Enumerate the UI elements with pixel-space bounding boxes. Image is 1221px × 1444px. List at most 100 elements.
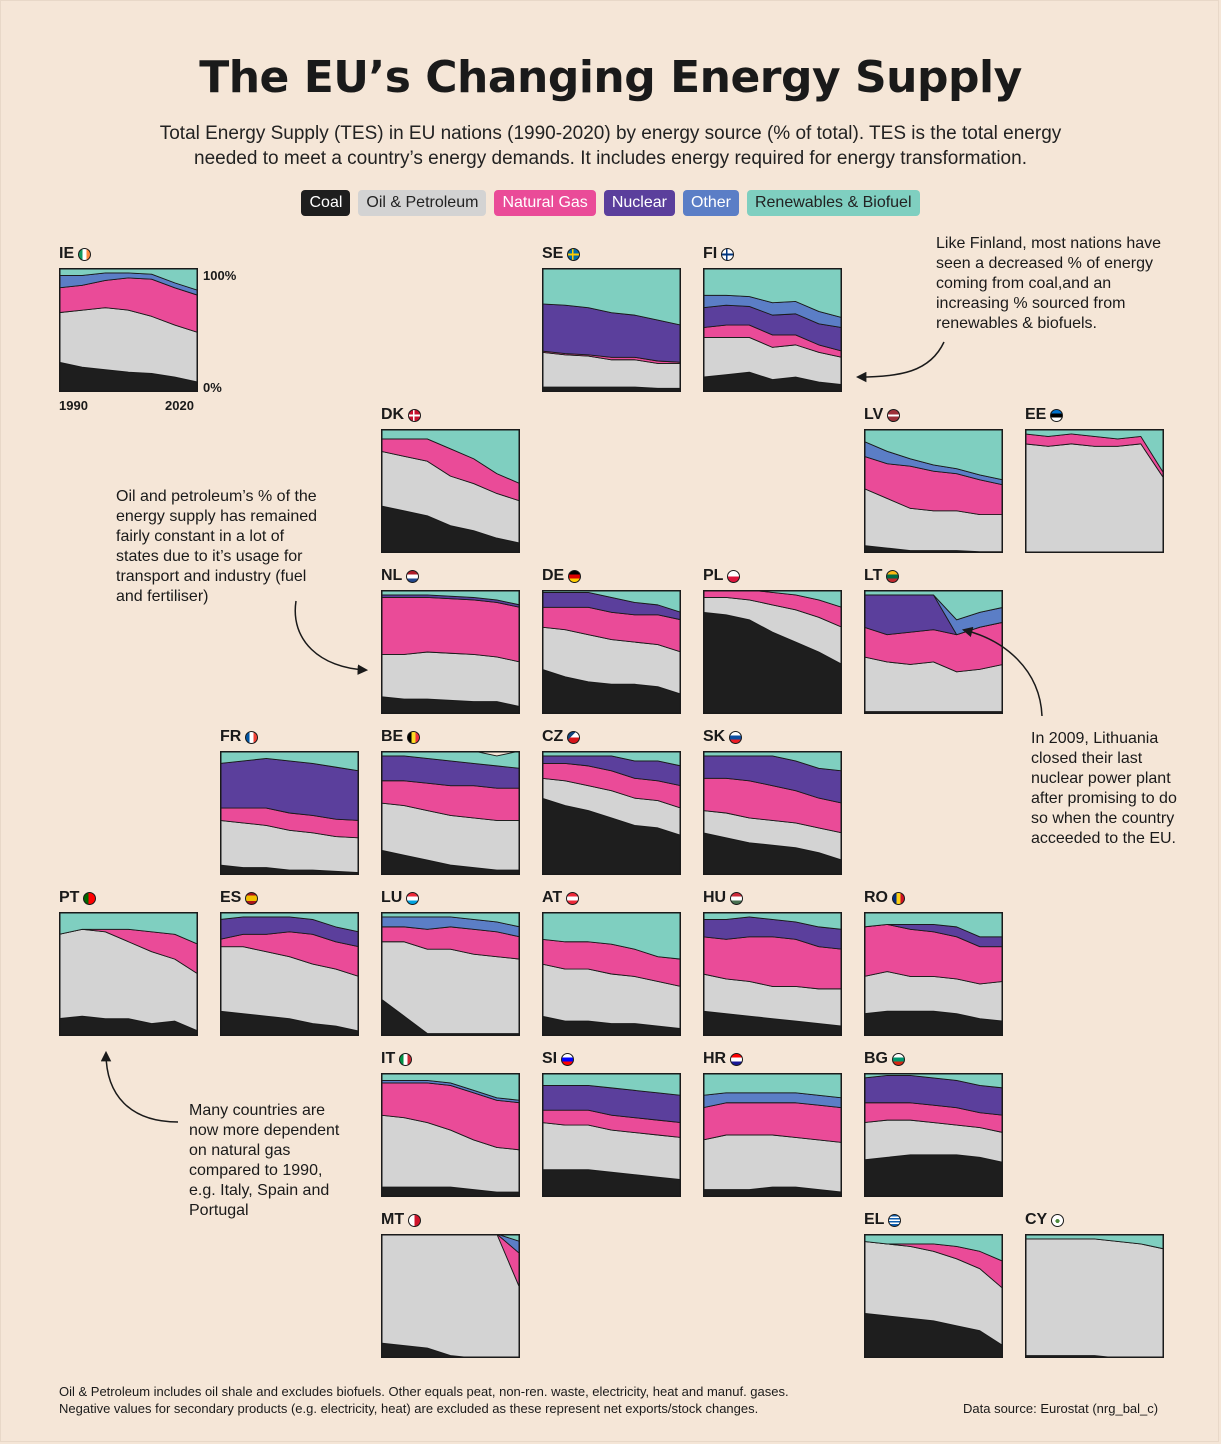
country-label-si: SI [542,1050,575,1068]
fr-flag-icon [245,730,259,744]
area-chart-fr [220,751,359,875]
country-label-hr: HR [703,1050,744,1068]
stacked-area-svg [1025,429,1164,553]
chart-border [381,429,520,553]
country-code: AT [542,889,563,906]
data-source: Data source: Eurostat (nrg_bal_c) [963,1401,1159,1416]
series-renewables-biofuel-area [864,1073,1003,1089]
country-label-hu: HU [703,889,744,907]
arrow-gas [100,1050,179,1123]
country-label-dk: DK [381,406,422,424]
area-chart-es [220,912,359,1036]
stacked-area-svg [381,590,520,714]
stacked-area-svg [381,912,520,1036]
legend-item-natural-gas: Natural Gas [494,190,596,216]
stacked-area-svg [864,1073,1003,1197]
stacked-area-svg [703,751,842,875]
country-code: IT [381,1050,396,1067]
stacked-area-svg [703,1073,842,1197]
bg-flag-icon [892,1052,905,1066]
country-code: FR [220,728,242,745]
series-renewables-biofuel-area [542,590,681,613]
country-code: SK [703,728,726,745]
stacked-area-svg [703,912,842,1036]
stacked-area-svg [864,912,1003,1036]
be-flag-icon [407,730,421,744]
area-chart-de [542,590,681,714]
stacked-area-svg [703,590,842,714]
series-renewables-biofuel-area [864,590,1003,621]
country-label-lu: LU [381,889,420,907]
series-renewables-biofuel-area [1025,1234,1164,1250]
ie-flag-icon [78,247,92,261]
x-axis-start-label: 1990 [59,398,88,413]
country-code: PT [59,889,80,906]
area-chart-be [381,751,520,875]
country-code: IE [59,245,75,262]
area-chart-hu [703,912,842,1036]
country-code: LV [864,406,884,423]
country-code: BE [381,728,404,745]
chart-border [864,429,1003,553]
country-code: DE [542,567,565,584]
country-code: ES [220,889,242,906]
ee-flag-icon [1050,408,1064,422]
country-code: MT [381,1211,405,1228]
country-label-lt: LT [864,567,900,585]
note-oil: Oil and petroleum’s % of the energy supp… [116,488,318,605]
stacked-area-svg [381,1073,520,1197]
country-label-ro: RO [864,889,905,907]
stacked-area-svg [1025,1234,1164,1358]
nl-flag-icon [406,569,420,583]
page-title: The EU’s Changing Energy Supply [199,52,1022,103]
pt-flag-icon [83,891,97,905]
arrow-lithuania [961,626,1043,717]
area-chart-at [542,912,681,1036]
area-chart-it [381,1073,520,1197]
stacked-area-svg [864,429,1003,553]
chart-border [542,1073,681,1197]
area-chart-lt [864,590,1003,714]
country-label-lv: LV [864,406,901,424]
series-renewables-biofuel-area [864,912,1003,938]
chart-border [703,1073,842,1197]
footnote-line-2: Negative values for secondary products (… [59,1401,759,1416]
chart-border [381,1234,520,1358]
country-label-ee: EE [1025,406,1064,424]
country-code: HU [703,889,727,906]
chart-border [381,590,520,714]
area-chart-se [542,268,681,392]
stacked-area-svg [864,590,1003,714]
country-label-bg: BG [864,1050,905,1068]
chart-border [542,590,681,714]
stacked-area-svg [864,1234,1003,1358]
stacked-area-svg [542,268,681,392]
series-renewables-biofuel-area [381,912,520,928]
cy-flag-icon [1051,1213,1065,1227]
series-renewables-biofuel-area [703,268,842,319]
area-chart-lv [864,429,1003,553]
se-flag-icon [567,247,581,261]
area-chart-ie [59,268,198,392]
chart-border [703,751,842,875]
y-axis-top-label: 100% [203,268,237,283]
country-code: NL [381,567,403,584]
country-label-fi: FI [703,245,735,263]
country-code: EL [864,1211,885,1228]
lu-flag-icon [406,891,420,905]
area-chart-cy [1025,1234,1164,1358]
chart-border [864,912,1003,1036]
chart-border [1025,429,1164,553]
stacked-area-svg [220,751,359,875]
chart-border [381,751,520,875]
country-label-pt: PT [59,889,97,907]
country-code: SE [542,245,564,262]
series-renewables-biofuel-area [59,268,198,291]
country-code: HR [703,1050,727,1067]
es-flag-icon [245,891,259,905]
sk-flag-icon [729,730,743,744]
subtitle-line-2: needed to meet a country’s energy demand… [194,148,1027,169]
series-renewables-biofuel-area [703,751,842,772]
country-label-de: DE [542,567,582,585]
